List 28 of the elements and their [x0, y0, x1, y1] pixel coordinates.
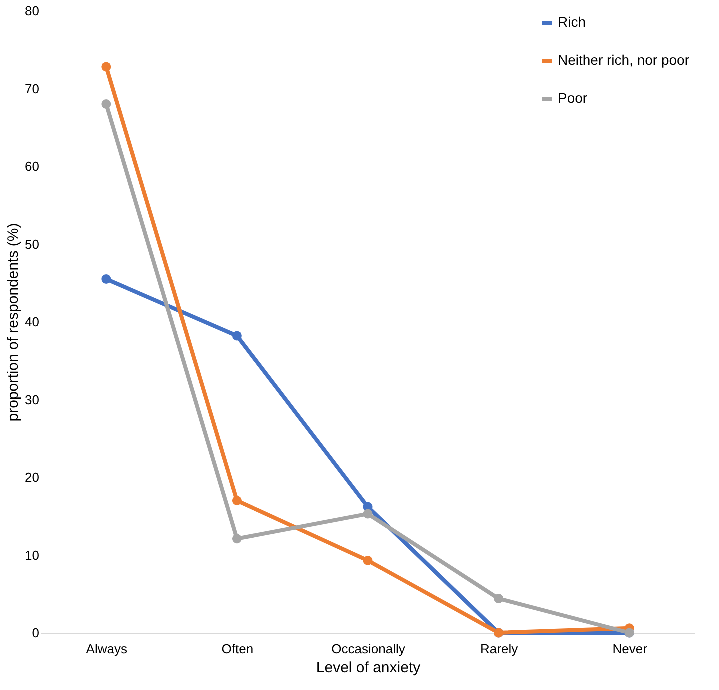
point [232, 331, 242, 341]
point [232, 534, 242, 544]
point [363, 509, 373, 519]
y-tick-label: 20 [25, 470, 40, 485]
y-tick-label: 30 [25, 392, 40, 408]
y-tick-label: 70 [25, 81, 40, 96]
point [494, 594, 504, 604]
y-tick-label: 50 [25, 236, 40, 252]
legend-label: Rich [558, 14, 586, 30]
y-tick-label: 80 [25, 4, 40, 18]
y-tick-label: 60 [25, 159, 40, 174]
point [232, 496, 242, 506]
point [102, 62, 112, 72]
y-tick-label: 40 [25, 314, 40, 330]
x-tick-label: Never [612, 642, 648, 656]
y-tick-label: 10 [25, 548, 40, 563]
point [363, 556, 373, 566]
x-tick-label: Rarely [480, 642, 519, 656]
x-axis-title: Level of anxiety [316, 660, 422, 676]
x-tick-label: Often [222, 642, 254, 656]
y-axis-title: proportion of respondents (%) [5, 223, 22, 422]
point [102, 100, 112, 110]
x-tick-label: Always [86, 642, 128, 656]
y-tick-label: 0 [32, 626, 40, 640]
x-tick-label: Occasionally [332, 642, 406, 656]
point [102, 274, 112, 284]
legend-label: Poor [558, 90, 588, 106]
legend-label: Neither rich, nor poor [558, 52, 690, 68]
